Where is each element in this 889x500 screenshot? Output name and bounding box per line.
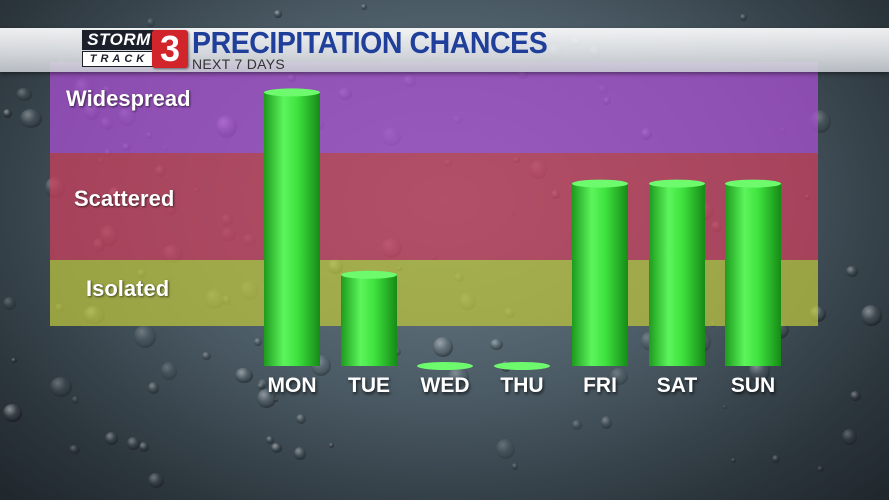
page-subtitle: NEXT 7 DAYS xyxy=(192,56,286,72)
rain-drop xyxy=(72,396,79,404)
rain-drop xyxy=(295,413,307,425)
rain-drop xyxy=(69,444,80,455)
rain-drop xyxy=(735,387,742,394)
day-label-sun: SUN xyxy=(730,374,776,397)
rain-drop xyxy=(850,390,861,401)
rain-drop xyxy=(148,473,165,489)
rain-drop xyxy=(2,403,23,422)
logo-storm-text: STORM xyxy=(82,30,156,50)
bar-cap-fri xyxy=(572,179,628,188)
rain-drop xyxy=(147,382,159,394)
logo-track-text: TRACK xyxy=(82,51,156,67)
rain-drop xyxy=(127,436,141,451)
rain-drop xyxy=(328,442,335,448)
day-label-mon: MON xyxy=(267,374,317,397)
zone-label-isolated: Isolated xyxy=(86,276,170,301)
zone-label-scattered: Scattered xyxy=(74,186,175,211)
page-title: PRECIPITATION CHANCES xyxy=(192,25,548,60)
storm-track-3-logo: STORM TRACK 3 xyxy=(82,30,190,70)
rain-drop xyxy=(740,13,747,21)
rain-drop xyxy=(146,17,155,27)
rain-drop xyxy=(771,455,780,464)
bar-fri xyxy=(572,179,628,366)
rain-drop xyxy=(273,397,278,402)
rain-drop xyxy=(273,10,282,19)
rain-drop xyxy=(731,457,737,464)
rain-drop xyxy=(104,431,119,445)
bar-cap-sun xyxy=(725,179,781,188)
bar-cap-wed xyxy=(417,362,473,370)
rain-drop xyxy=(134,324,156,348)
rain-drop xyxy=(817,465,825,472)
bar-tue xyxy=(341,270,397,366)
bar-wed xyxy=(417,362,473,370)
bar-cap-sat xyxy=(649,179,705,188)
rain-drop xyxy=(3,297,16,311)
rain-drop xyxy=(2,109,12,119)
rain-drop xyxy=(265,435,274,445)
bar-cap-thu xyxy=(494,362,550,370)
rain-drop xyxy=(293,446,306,460)
rain-drop xyxy=(50,377,72,398)
rain-drop xyxy=(360,4,367,10)
zone-label-widespread: Widespread xyxy=(66,86,191,111)
logo-number: 3 xyxy=(152,30,188,68)
rain-drop xyxy=(257,388,276,408)
bar-sat xyxy=(649,179,705,366)
rain-drop xyxy=(160,362,177,381)
rain-drop xyxy=(201,351,211,361)
rain-drop xyxy=(448,366,469,388)
rain-drop xyxy=(432,337,453,357)
bar-cap-tue xyxy=(341,270,397,279)
rain-drop xyxy=(138,441,149,452)
day-label-wed: WED xyxy=(420,374,470,397)
day-label-sat: SAT xyxy=(656,374,698,397)
rain-drop xyxy=(846,266,859,277)
rain-drop xyxy=(861,304,882,326)
rain-drop xyxy=(601,416,612,429)
rain-drop xyxy=(609,367,628,386)
rain-drop xyxy=(235,367,253,384)
bar-thu xyxy=(494,362,550,370)
bar-body-tue xyxy=(341,274,397,366)
bar-body-sun xyxy=(725,183,781,366)
zone-widespread xyxy=(50,62,818,154)
rain-drop xyxy=(722,404,728,410)
rain-drop xyxy=(496,438,516,460)
bar-body-mon xyxy=(264,92,320,367)
bar-mon xyxy=(264,88,320,367)
rain-drop xyxy=(11,358,17,364)
rain-drop xyxy=(20,108,43,128)
day-label-tue: TUE xyxy=(348,374,390,397)
day-label-fri: FRI xyxy=(583,374,617,397)
rain-drop xyxy=(254,338,262,347)
rain-drop xyxy=(257,379,268,389)
bar-body-fri xyxy=(572,183,628,366)
day-label-thu: THU xyxy=(500,374,544,397)
rain-drop xyxy=(842,428,857,445)
bar-body-sat xyxy=(649,183,705,366)
rain-drop xyxy=(271,442,283,453)
rain-drop xyxy=(15,87,32,102)
bar-sun xyxy=(725,179,781,366)
bar-cap-mon xyxy=(264,88,320,97)
rain-drop xyxy=(511,463,519,470)
rain-drop xyxy=(572,419,583,430)
rain-drop xyxy=(490,338,504,350)
rain-drop xyxy=(257,382,265,391)
